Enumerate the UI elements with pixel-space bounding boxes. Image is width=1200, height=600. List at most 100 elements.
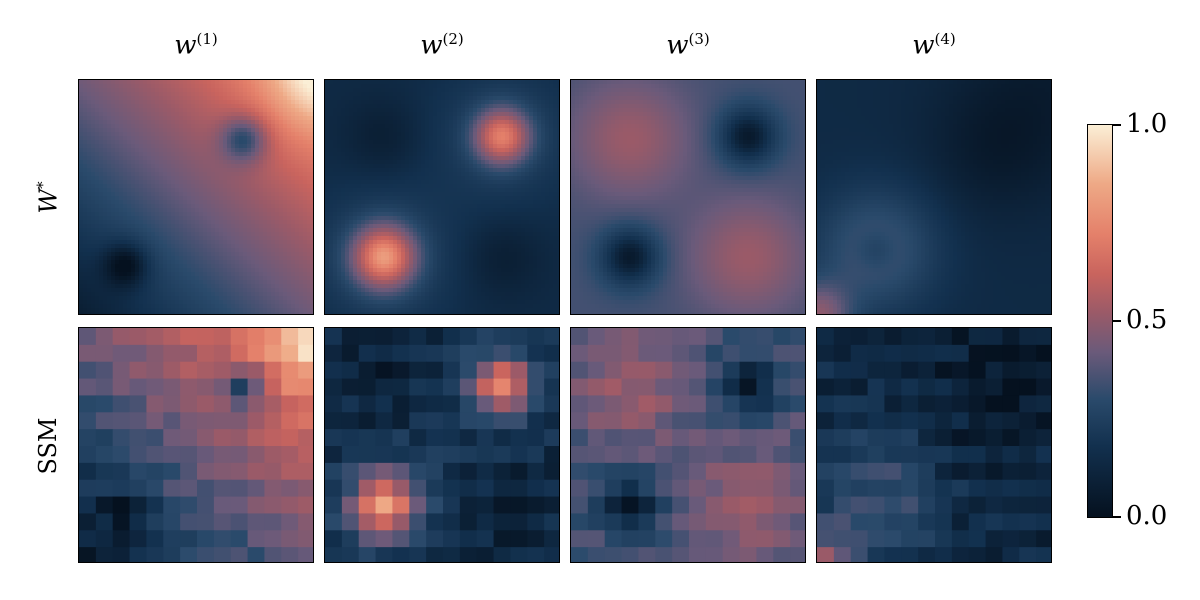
heatmap-cell [227, 188, 232, 193]
heatmap-cell [171, 288, 176, 293]
heatmap-cell [195, 172, 200, 177]
heatmap-cell [127, 208, 132, 213]
heatmap-cell [139, 156, 144, 161]
heatmap-cell [481, 120, 486, 125]
heatmap-cell [473, 132, 478, 137]
heatmap-cell [393, 140, 398, 145]
heatmap-cell [251, 232, 256, 237]
heatmap-cell [103, 284, 108, 289]
heatmap-cell [533, 172, 538, 177]
heatmap-cell [191, 272, 196, 277]
heatmap-cell [283, 216, 288, 221]
heatmap-cell [493, 92, 498, 97]
heatmap-cell [95, 176, 100, 181]
heatmap-cell [187, 216, 192, 221]
heatmap-cell [405, 164, 410, 169]
heatmap-cell [389, 96, 394, 101]
heatmap-cell [167, 240, 172, 245]
heatmap-cell [151, 216, 156, 221]
heatmap-cell [255, 172, 260, 177]
heatmap-cell [235, 84, 240, 89]
heatmap-cell [263, 116, 268, 121]
heatmap-cell [183, 120, 188, 125]
heatmap-cell [307, 312, 312, 314]
heatmap-cell [175, 260, 180, 265]
heatmap-cell [123, 200, 128, 205]
heatmap-cell [329, 112, 334, 117]
heatmap-cell [251, 212, 256, 217]
heatmap-cell [187, 304, 192, 309]
heatmap-cell [311, 108, 313, 113]
heatmap-cell [461, 136, 466, 141]
heatmap-cell [291, 280, 296, 285]
heatmap-cell [207, 124, 212, 129]
heatmap-cell [107, 128, 112, 133]
heatmap-cell [151, 100, 156, 105]
heatmap-cell [139, 236, 144, 241]
heatmap-cell [357, 132, 362, 137]
heatmap-cell [223, 196, 228, 201]
heatmap-cell [533, 148, 538, 153]
heatmap-cell [425, 152, 430, 157]
heatmap-cell [195, 252, 200, 257]
heatmap-cell [207, 156, 212, 161]
heatmap-cell [263, 88, 268, 93]
heatmap-cell [251, 220, 256, 225]
heatmap-cell [171, 96, 176, 101]
heatmap-cell [311, 252, 313, 257]
heatmap-cell [287, 168, 292, 173]
heatmap-cell [263, 128, 268, 133]
heatmap-cell [219, 228, 224, 233]
heatmap-cell [163, 244, 168, 249]
heatmap-cell [557, 160, 559, 165]
heatmap-cell [405, 176, 410, 181]
heatmap-cell [95, 184, 100, 189]
heatmap-cell [163, 188, 168, 193]
heatmap-cell [159, 232, 164, 237]
heatmap-cell [183, 124, 188, 129]
heatmap-cell [311, 292, 313, 297]
heatmap-cell [135, 272, 140, 277]
heatmap-cell [231, 204, 236, 209]
heatmap-cell [223, 192, 228, 197]
heatmap-cell [553, 112, 558, 117]
heatmap-cell [211, 136, 216, 141]
heatmap-cell [389, 160, 394, 165]
heatmap-cell [279, 80, 284, 85]
heatmap-cell [525, 84, 530, 89]
heatmap-cell [517, 156, 522, 161]
heatmap-cell [167, 196, 172, 201]
heatmap-cell [183, 200, 188, 205]
heatmap-cell [239, 140, 244, 145]
heatmap-cell [477, 100, 482, 105]
heatmap-cell [79, 128, 84, 133]
heatmap-cell [179, 120, 184, 125]
heatmap-cell [151, 252, 156, 257]
heatmap-cell [473, 176, 478, 181]
heatmap-cell [307, 192, 312, 197]
heatmap-cell [307, 176, 312, 181]
heatmap-cell [191, 280, 196, 285]
heatmap-cell [223, 260, 228, 265]
heatmap-cell [171, 104, 176, 109]
heatmap-cell [211, 96, 216, 101]
heatmap-cell [553, 128, 558, 133]
heatmap-cell [215, 108, 220, 113]
heatmap-cell [147, 232, 152, 237]
heatmap-cell [389, 116, 394, 121]
heatmap-cell [219, 252, 224, 257]
heatmap-cell [243, 268, 248, 273]
heatmap-cell [393, 108, 398, 113]
heatmap-cell [171, 300, 176, 305]
heatmap-cell [139, 232, 144, 237]
heatmap-cell [251, 148, 256, 153]
heatmap-cell [159, 184, 164, 189]
heatmap-cell [271, 212, 276, 217]
heatmap-cell [417, 112, 422, 117]
heatmap-cell [513, 84, 518, 89]
heatmap-cell [223, 92, 228, 97]
heatmap-cell [171, 212, 176, 217]
heatmap-cell [263, 140, 268, 145]
heatmap-cell [425, 116, 430, 121]
heatmap-cell [377, 124, 382, 129]
